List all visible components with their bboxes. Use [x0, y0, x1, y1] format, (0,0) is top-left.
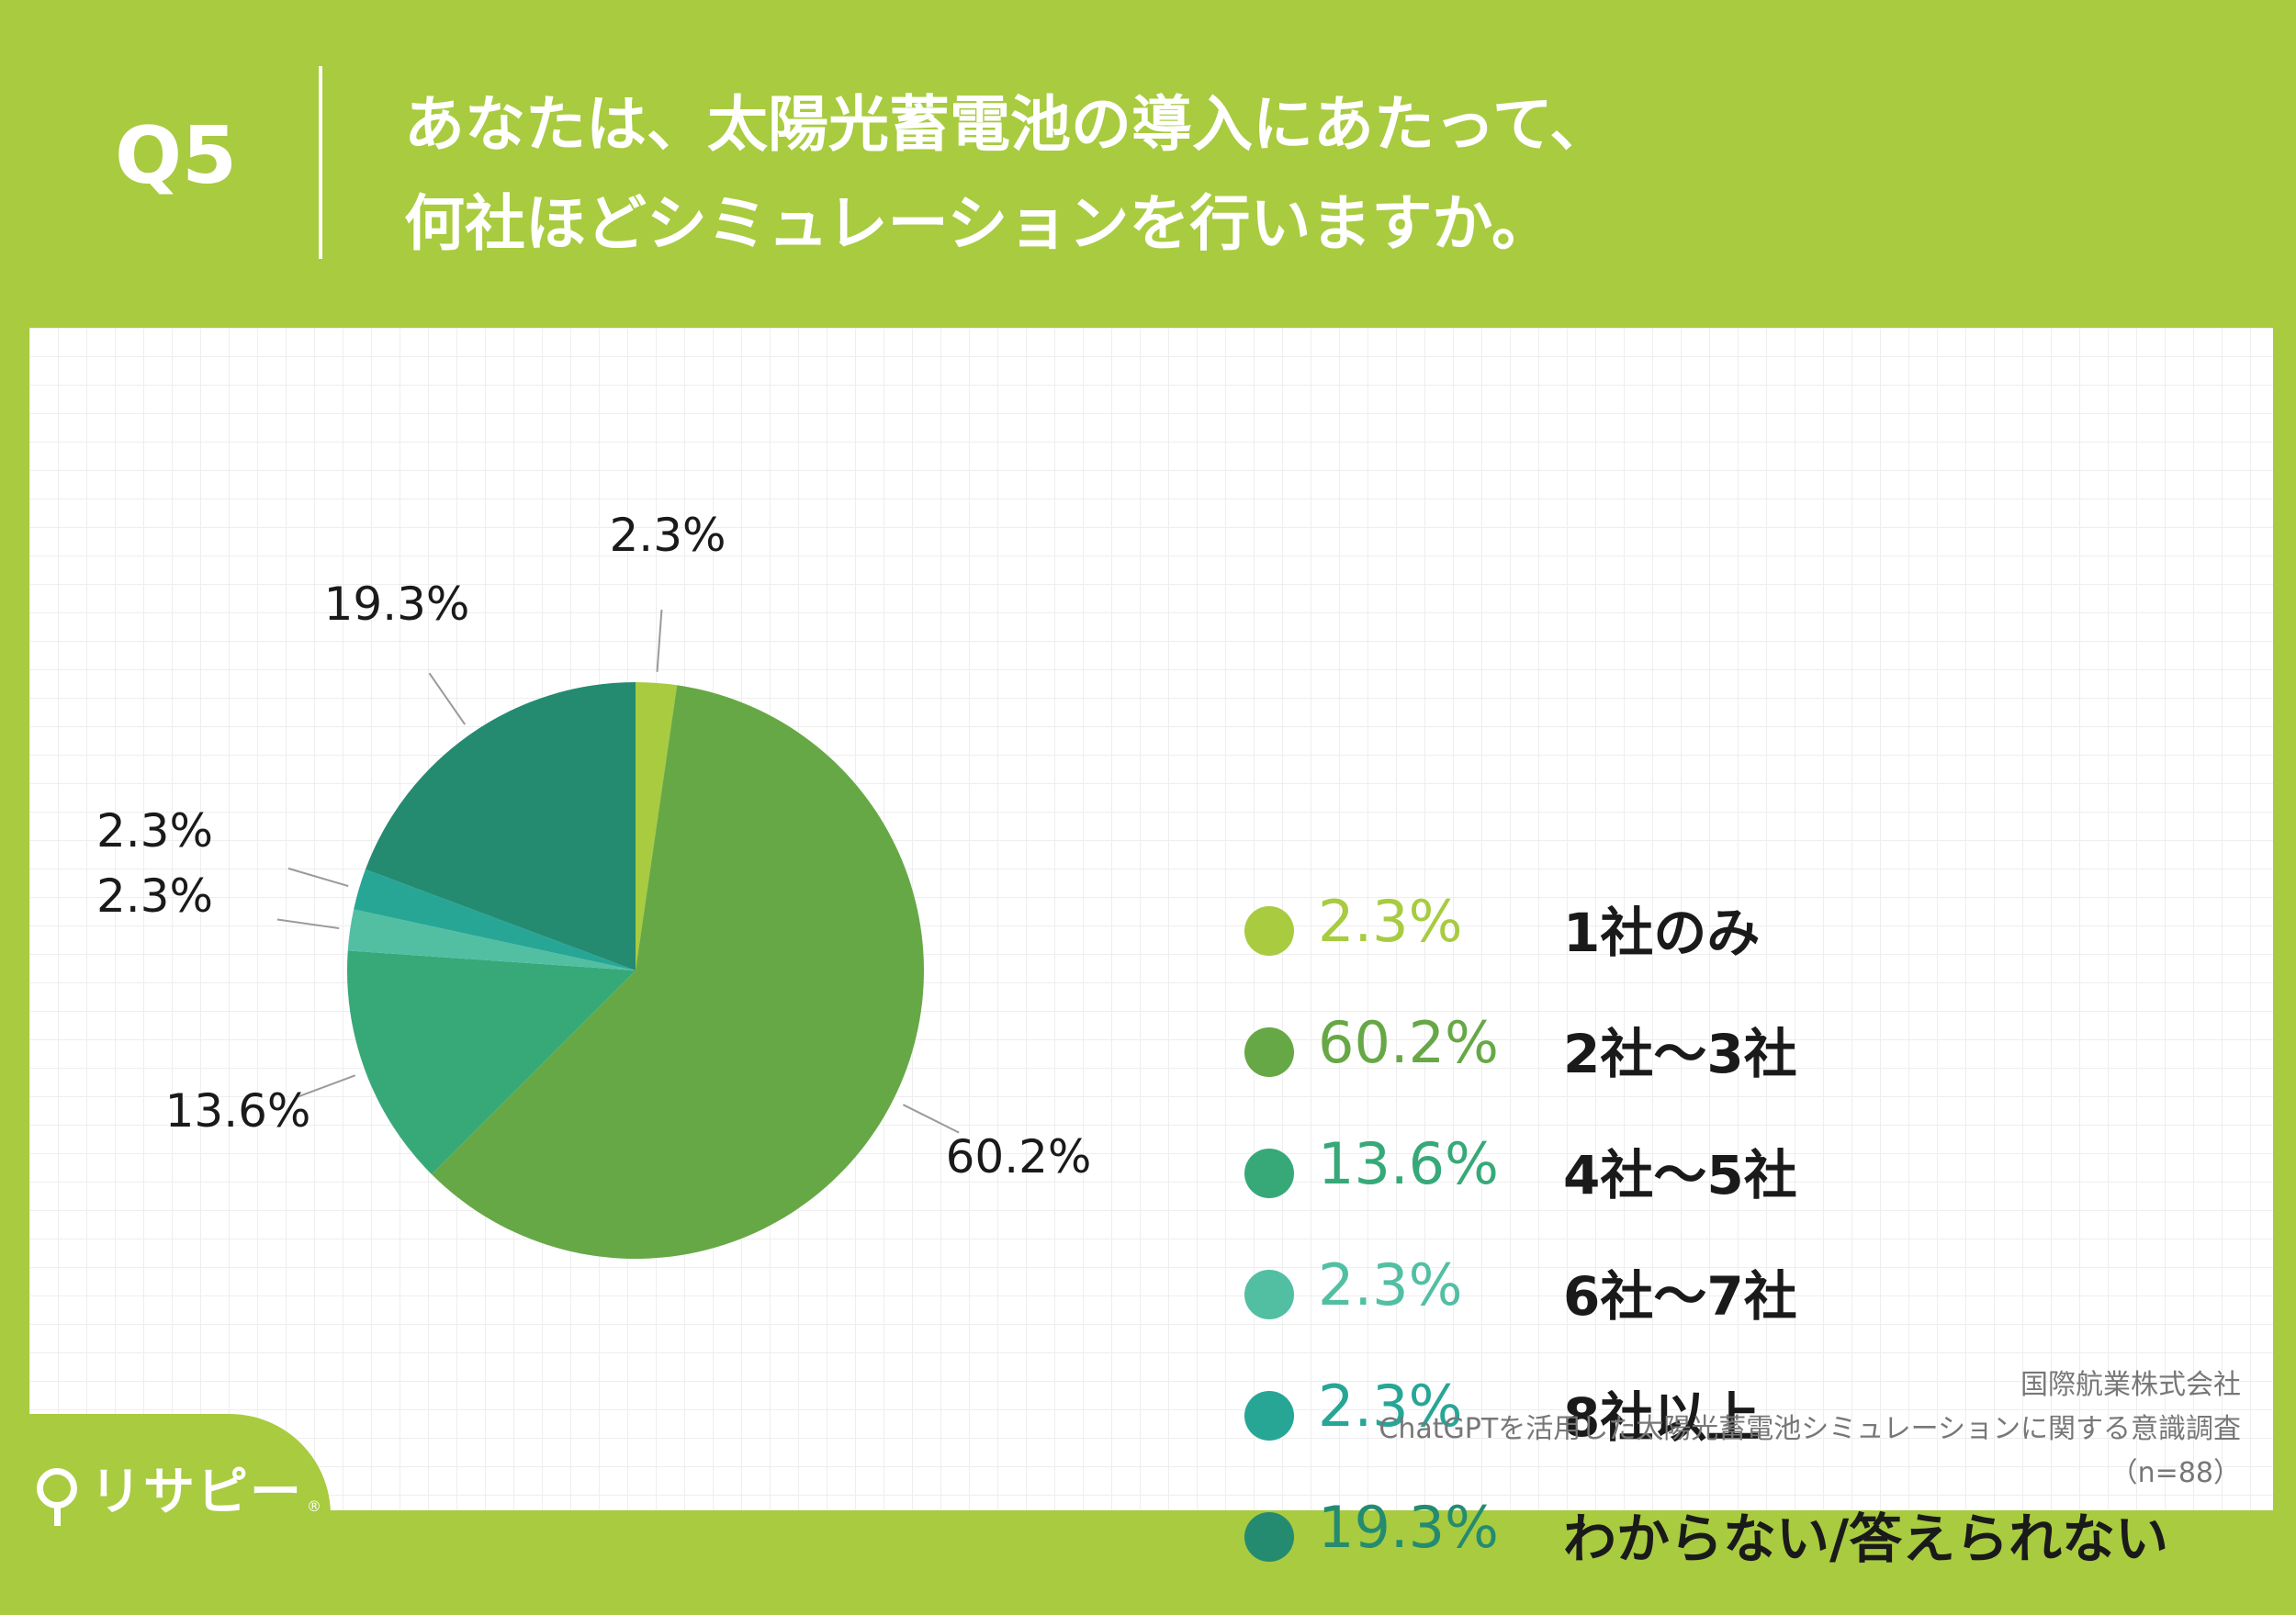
- legend-label: 1社のみ: [1563, 902, 1761, 964]
- legend-label: 4社〜5社: [1563, 1144, 1797, 1206]
- source-survey: ChatGPTを活用した太陽光蓄電池シミュレーションに関する意識調査: [1379, 1413, 2241, 1445]
- legend-percent: 13.6%: [1318, 1130, 1499, 1197]
- pie-slice: [636, 682, 678, 970]
- legend-label: 6社〜7社: [1563, 1265, 1797, 1328]
- legend-swatch: [1244, 1027, 1294, 1077]
- legend-percent: 2.3%: [1318, 888, 1463, 955]
- leader-line: [428, 672, 467, 725]
- legend-swatch: [1244, 1149, 1294, 1198]
- pie-slice: [431, 685, 924, 1259]
- question-text: あなたは、太陽光蓄電池の導入にあたって、 何社ほどシミュレーションを行いますか。: [404, 75, 1610, 274]
- slice-data-label: 60.2%: [946, 1130, 1092, 1183]
- legend-label: 8社以上: [1563, 1386, 1761, 1449]
- leader-line: [902, 1104, 960, 1134]
- leader-line: [276, 918, 340, 930]
- legend-swatch: [1244, 906, 1294, 956]
- legend-swatch: [1244, 1270, 1294, 1319]
- source-note: 国際航業株式会社 ChatGPTを活用した太陽光蓄電池シミュレーションに関する意…: [1379, 1363, 2241, 1496]
- legend-percent: 2.3%: [1318, 1373, 1463, 1440]
- pie-slice: [347, 909, 636, 970]
- legend-percent: 19.3%: [1318, 1494, 1499, 1561]
- leader-line: [287, 867, 349, 888]
- legend-label: 2社〜3社: [1563, 1023, 1797, 1085]
- pie-slice: [346, 950, 636, 1175]
- legend-percent: 60.2%: [1318, 1009, 1499, 1076]
- legend-swatch: [1244, 1512, 1294, 1562]
- brand-logo: リサピー ®: [37, 1451, 321, 1526]
- question-line-1: あなたは、太陽光蓄電池の導入にあたって、: [404, 89, 1611, 160]
- leader-line: [296, 1074, 356, 1099]
- legend-percent: 2.3%: [1318, 1251, 1463, 1318]
- slice-data-label: 2.3%: [96, 869, 213, 923]
- slice-data-label: 19.3%: [324, 578, 470, 631]
- pie-slice: [365, 682, 636, 970]
- question-line-2: 何社ほどシミュレーションを行いますか。: [404, 188, 1553, 259]
- header-banner: Q5 あなたは、太陽光蓄電池の導入にあたって、 何社ほどシミュレーションを行いま…: [0, 0, 2296, 326]
- slice-data-label: 2.3%: [609, 509, 726, 562]
- source-sample: （n=88）: [2110, 1457, 2241, 1489]
- slice-data-label: 13.6%: [165, 1084, 311, 1138]
- source-company: 国際航業株式会社: [2020, 1369, 2241, 1401]
- question-number: Q5: [115, 110, 237, 202]
- pie-chart: 2.3% 60.2% 13.6% 2.3% 2.3% 19.3%: [96, 509, 1092, 1259]
- logo-text: リサピー: [90, 1463, 303, 1522]
- header-divider: [319, 66, 322, 259]
- slice-data-label: 2.3%: [96, 804, 213, 858]
- chart-panel: 2.3% 60.2% 13.6% 2.3% 2.3% 19.3% 2.3% 1社のみ 60…: [29, 328, 2273, 1570]
- pie-slice: [354, 869, 636, 970]
- legend-swatch: [1244, 1391, 1294, 1441]
- leader-line: [656, 609, 663, 672]
- legend-label: わからない/答えられない: [1563, 1508, 2169, 1570]
- registered-mark: ®: [307, 1497, 321, 1515]
- location-pin-icon: [37, 1467, 77, 1526]
